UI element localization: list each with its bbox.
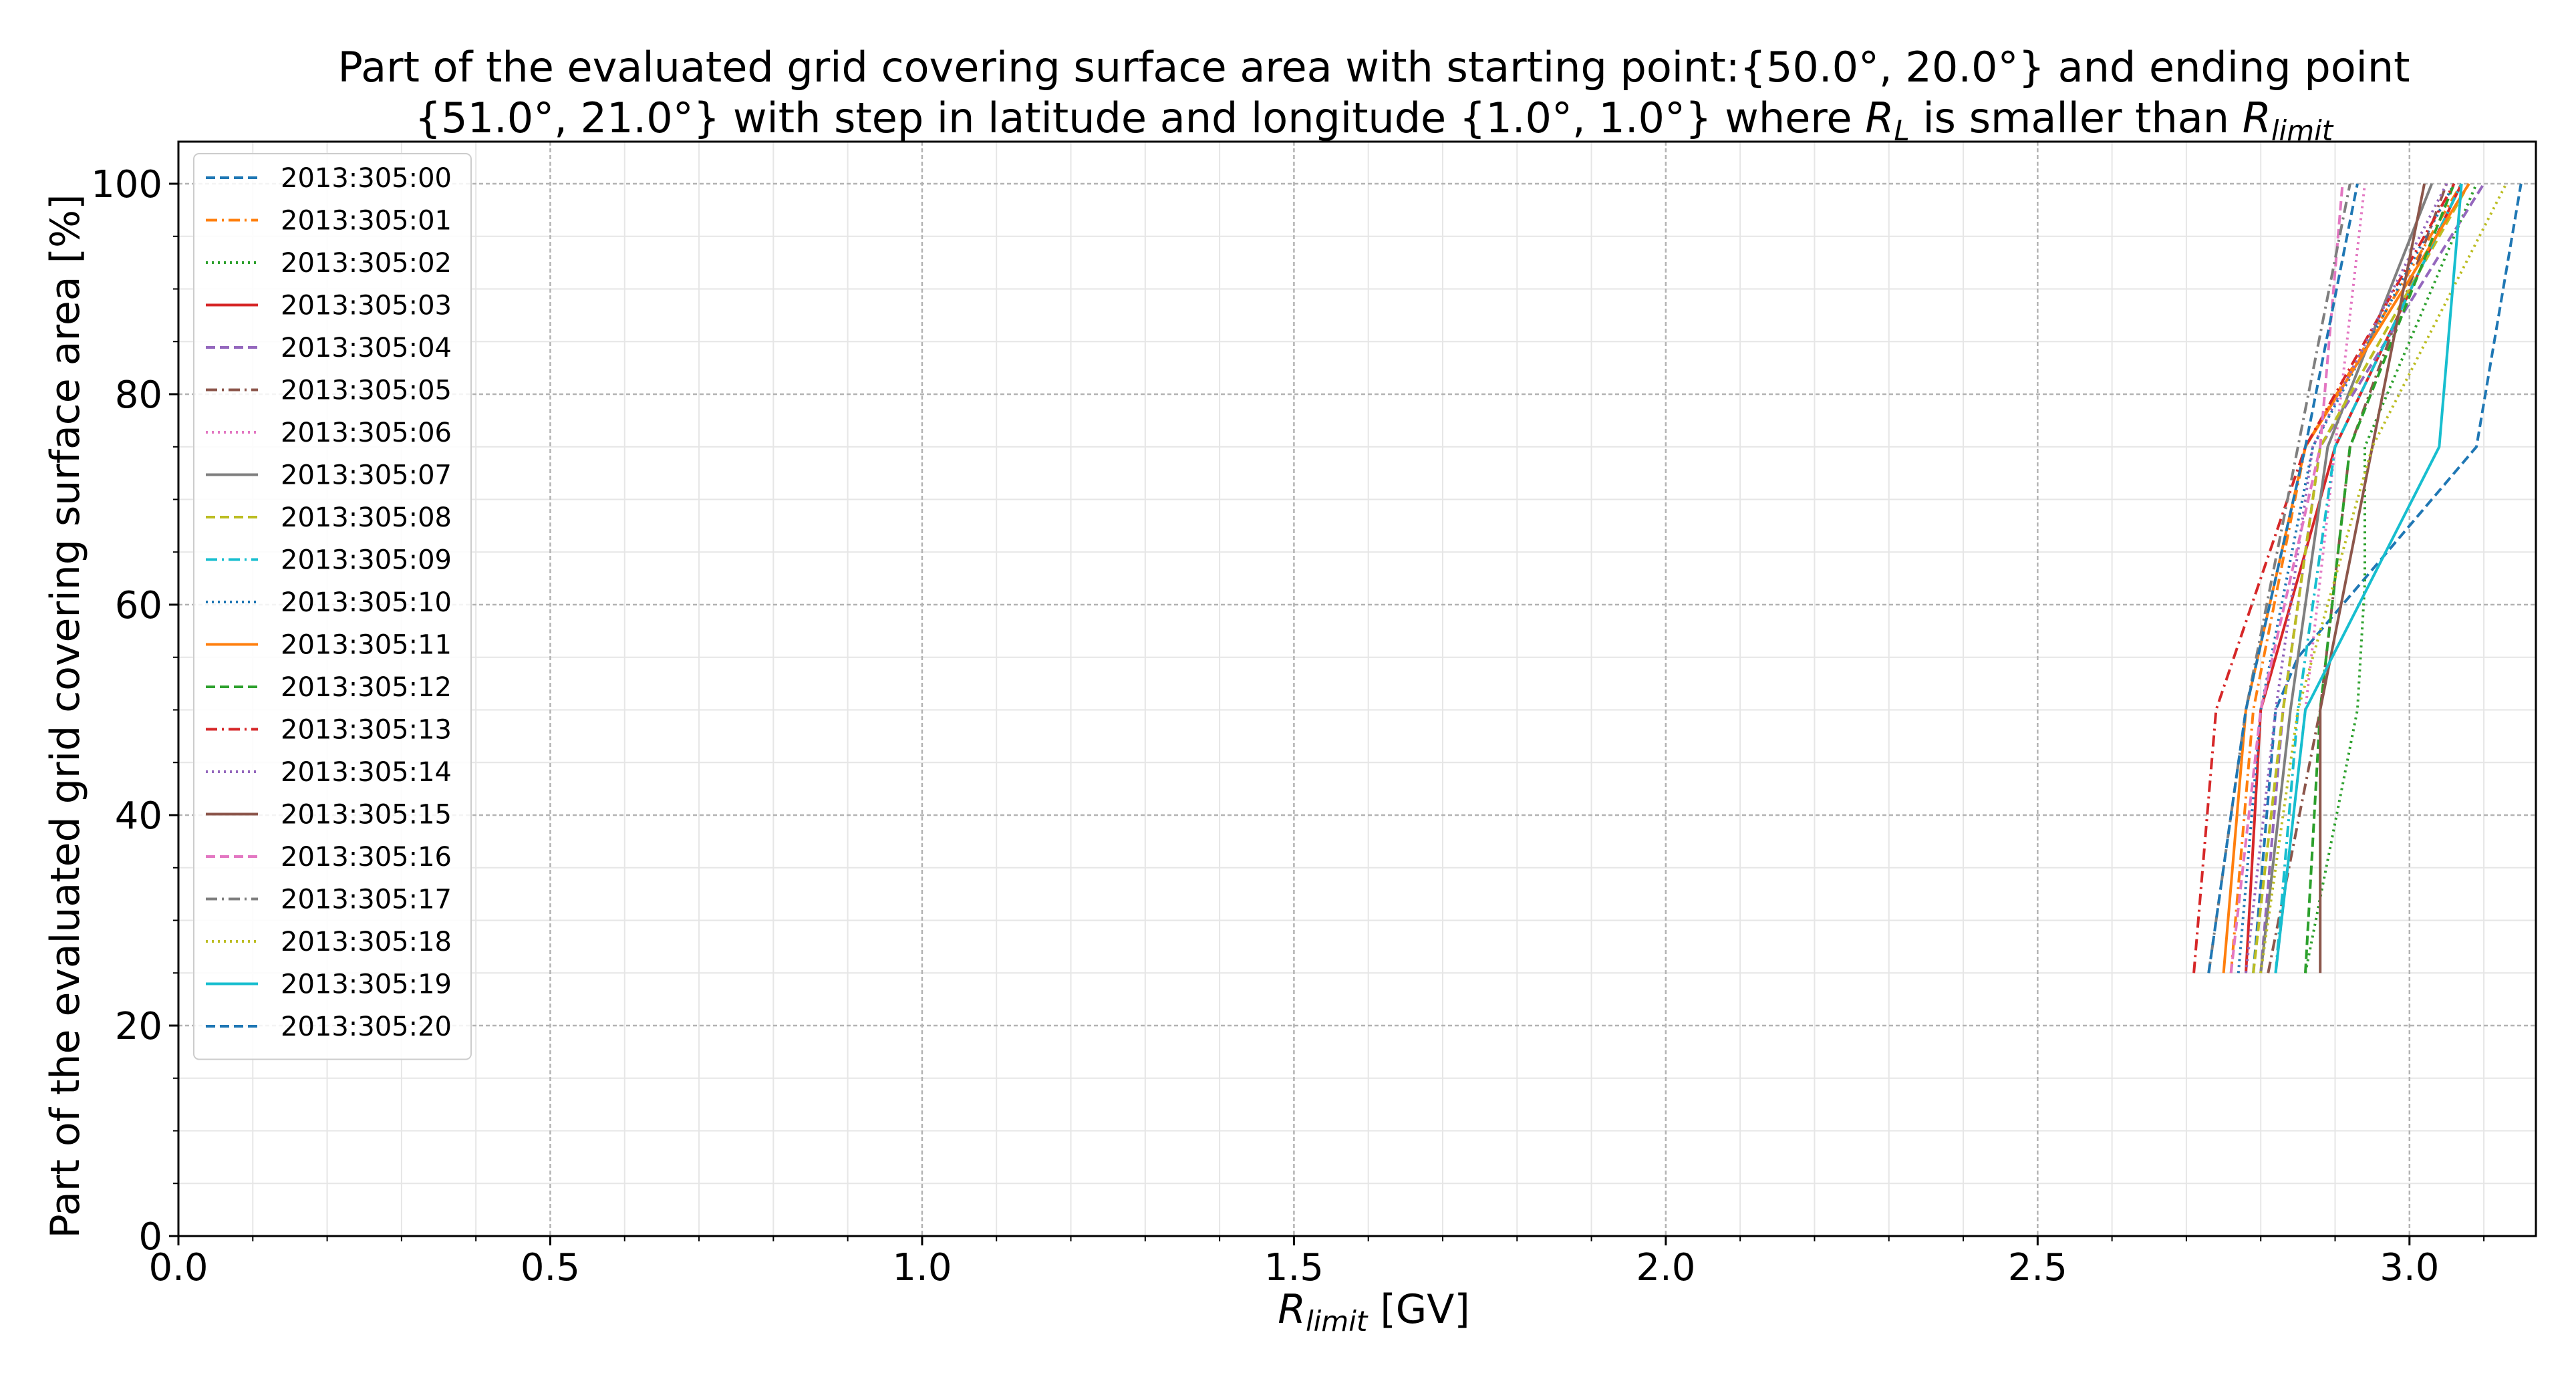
legend-box [193, 153, 472, 1060]
series-line-8 [2252, 183, 2470, 973]
legend-entry-6: 2013:305:06 [281, 418, 452, 448]
x-tick-label: 3.0 [2380, 1246, 2439, 1289]
series-line-19 [2274, 183, 2463, 973]
legend-entry-12: 2013:305:12 [281, 672, 452, 703]
x-tick-label: 2.0 [1636, 1246, 1695, 1289]
y-tick-label: 20 [115, 1005, 162, 1048]
y-tick-label: 80 [115, 373, 162, 417]
legend-entry-3: 2013:305:03 [281, 291, 452, 321]
chart-title-line-1: Part of the evaluated grid covering surf… [338, 43, 2410, 92]
series-line-2 [2304, 183, 2478, 973]
legend-entry-14: 2013:305:14 [281, 757, 452, 788]
y-tick-label: 0 [138, 1215, 162, 1259]
legend-entry-7: 2013:305:07 [281, 460, 452, 491]
series-line-15 [2319, 183, 2426, 973]
legend-entry-15: 2013:305:15 [281, 800, 452, 830]
legend-entry-19: 2013:305:19 [281, 969, 452, 1000]
y-tick-label: 40 [115, 794, 162, 838]
legend-entry-20: 2013:305:20 [281, 1012, 452, 1042]
legend-entry-10: 2013:305:10 [281, 587, 452, 618]
legend-entry-2: 2013:305:02 [281, 248, 452, 279]
legend-entry-13: 2013:305:13 [281, 715, 452, 746]
legend-entry-9: 2013:305:09 [281, 545, 452, 576]
y-tick-label: 60 [115, 584, 162, 627]
series-line-0 [2252, 183, 2523, 973]
x-tick-label: 1.0 [892, 1246, 952, 1289]
plot-area: 0.0 0.5 1.0 1.5 2.0 2.5 3.0 0 20 40 60 80 100 2013:30… [91, 140, 2537, 1289]
legend-entry-17: 2013:305:17 [281, 885, 452, 915]
series-line-20 [2207, 183, 2359, 973]
axes-frame [177, 140, 2537, 1237]
x-tick-label: 0.0 [148, 1246, 208, 1289]
series-line-16 [2229, 183, 2344, 973]
x-axis-label: Rlimit [GV] [1278, 1286, 1470, 1338]
legend-entry-1: 2013:305:01 [281, 206, 452, 237]
legend-entry-18: 2013:305:18 [281, 927, 452, 957]
series-line-18 [2259, 183, 2508, 973]
legend-entry-8: 2013:305:08 [281, 502, 452, 533]
x-tick-label: 2.5 [2008, 1246, 2067, 1289]
series-line-1 [2229, 182, 2463, 973]
legend-entry-4: 2013:305:04 [281, 333, 452, 363]
x-tick-label: 0.5 [521, 1246, 580, 1289]
legend-entry-0: 2013:305:00 [281, 163, 452, 194]
y-tick-label: 100 [91, 163, 162, 206]
legend-entry-5: 2013:305:05 [281, 375, 452, 406]
series-line-13 [2192, 183, 2456, 973]
x-tick-label: 1.5 [1264, 1246, 1324, 1289]
series-line-12 [2304, 183, 2456, 973]
series-line-14 [2245, 183, 2448, 973]
series-line-17 [2207, 183, 2351, 973]
series-line-10 [2237, 183, 2456, 973]
series-line-7 [2259, 183, 2434, 973]
legend-entry-11: 2013:305:11 [281, 630, 452, 661]
chart-title-line-2: {51.0°, 21.0°} with step in latitude and… [415, 94, 2334, 147]
y-axis-label: Part of the evaluated grid covering surf… [42, 194, 89, 1239]
legend-entry-16: 2013:305:16 [281, 842, 452, 873]
